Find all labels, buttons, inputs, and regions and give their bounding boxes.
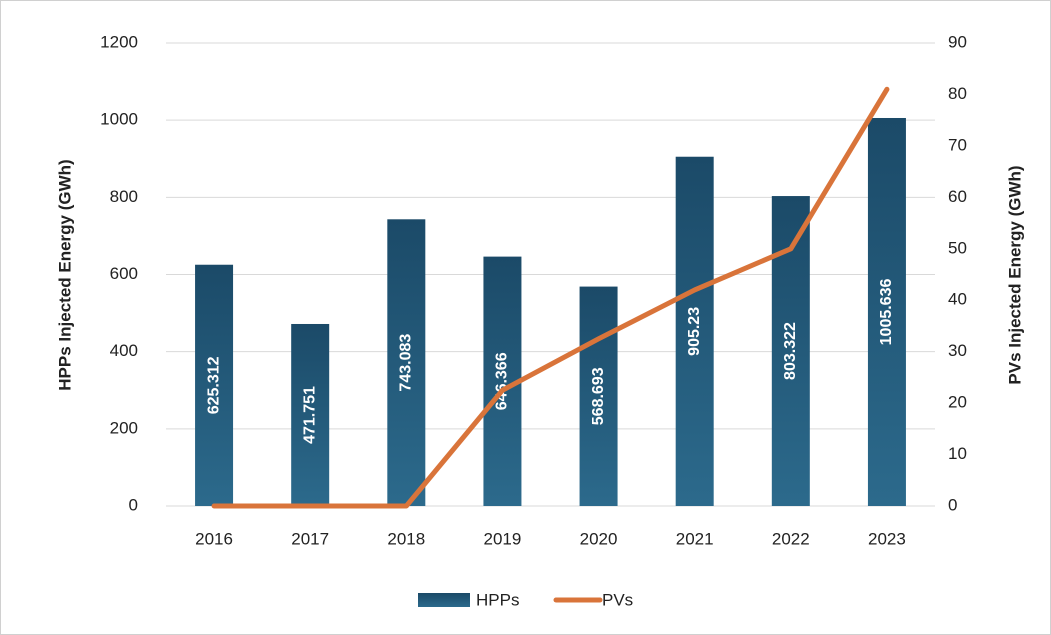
y-tick-label: 200 [110,418,138,437]
bar [291,323,330,506]
data-label: 1005.636 [878,279,895,346]
y-tick-label: 0 [129,495,138,514]
y2-tick-label: 70 [948,135,967,154]
x-tick-label: 2023 [868,529,906,548]
x-tick-label: 2017 [291,529,329,548]
legend-swatch [418,593,470,607]
data-label: 568.693 [590,367,607,425]
legend-label: PVs [602,590,633,609]
bar [195,264,234,506]
line [211,86,890,509]
x-tick-label: 2018 [387,529,425,548]
data-label: 625.312 [205,356,222,414]
legend-label: HPPs [476,590,519,609]
y2-tick-label: 80 [948,84,967,103]
y2-tick-label: 40 [948,290,967,309]
data-label: 803.322 [782,322,799,380]
y2-tick-label: 30 [948,341,967,360]
bar [387,219,426,506]
x-tick-label: 2019 [484,529,522,548]
y-tick-label: 600 [110,264,138,283]
y-tick-label: 1200 [100,32,138,51]
x-tick-label: 2020 [580,529,618,548]
y-axis-title: HPPs Injected Energy (GWh) [55,159,74,390]
y2-tick-label: 0 [948,495,957,514]
y2-tick-label: 50 [948,238,967,257]
x-tick-label: 2016 [195,529,233,548]
x-tick-label: 2021 [676,529,714,548]
bar [675,156,714,506]
y2-tick-label: 60 [948,187,967,206]
y2-tick-label: 10 [948,444,967,463]
y2-axis-title: PVs Injected Energy (GWh) [1005,165,1024,384]
y-tick-label: 800 [110,187,138,206]
data-label: 905.23 [686,307,703,356]
y-tick-label: 400 [110,341,138,360]
y-tick-label: 1000 [100,110,138,129]
data-label: 471.751 [301,386,318,444]
bar [867,117,906,506]
data-label: 743.083 [398,334,415,392]
bar [579,286,618,506]
x-tick-label: 2022 [772,529,810,548]
y2-tick-label: 90 [948,32,967,51]
y2-tick-label: 20 [948,393,967,412]
